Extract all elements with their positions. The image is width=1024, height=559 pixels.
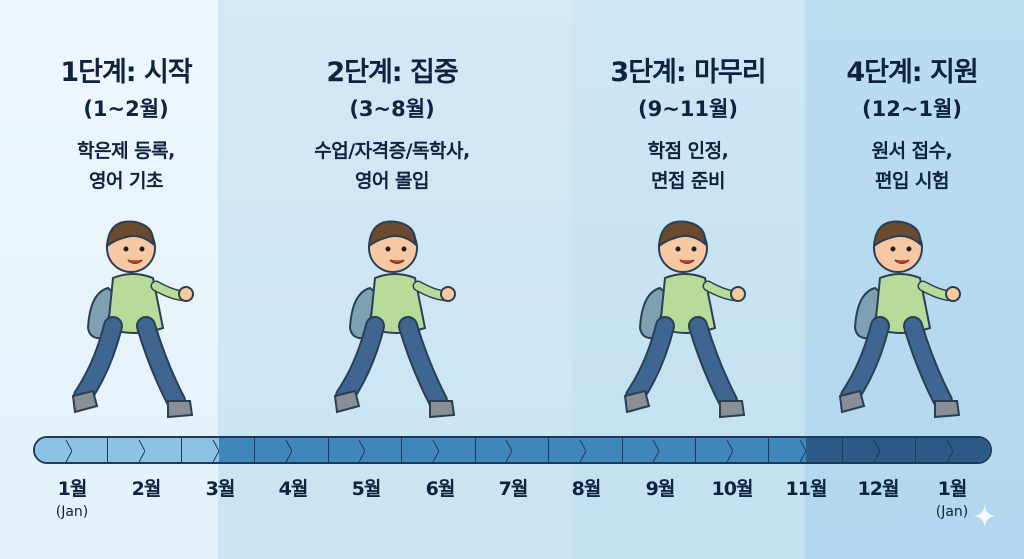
- timeline-segment: [952, 438, 990, 462]
- month-text: 11월: [785, 478, 828, 500]
- stage-desc: 영어 몰입: [354, 170, 430, 192]
- stage-range: (12~1월): [862, 97, 962, 121]
- timeline-segment: [842, 438, 881, 462]
- month-text: 4월: [278, 478, 309, 500]
- month-label: 12월: [857, 476, 900, 502]
- stage-2-text: 2단계: 집중 (3~8월) 수업/자격증/독학사, 영어 몰입: [314, 56, 470, 196]
- timeline-segment: [145, 438, 182, 462]
- month-text: 2월: [131, 478, 162, 500]
- stage-title: 2단계: 집중: [326, 57, 458, 88]
- month-text: 6월: [425, 478, 456, 500]
- stage-1-text: 1단계: 시작 (1~2월) 학은제 등록, 영어 기초: [60, 56, 192, 196]
- stage-3-text: 3단계: 마무리 (9~11월) 학점 인정, 면접 준비: [610, 56, 766, 196]
- stage-title: 3단계: 마무리: [610, 57, 766, 88]
- month-label: 7월: [498, 476, 529, 502]
- timeline-segment: [695, 438, 734, 462]
- timeline-segment: [255, 438, 293, 462]
- stage-range: (3~8월): [349, 97, 435, 121]
- month-text: 3월: [205, 478, 236, 500]
- timeline-segment: [35, 438, 73, 462]
- timeline-segment: [475, 438, 513, 462]
- timeline-segment: [549, 438, 587, 462]
- month-label: 6월: [425, 476, 456, 502]
- stage-desc: 면접 준비: [650, 170, 726, 192]
- timeline-segment: [806, 438, 843, 462]
- stage-desc: 학점 인정,: [647, 140, 729, 162]
- month-text: 7월: [498, 478, 529, 500]
- walking-student-icon: [835, 218, 965, 438]
- timeline-segment: [365, 438, 403, 462]
- stage-desc: 수업/자격증/독학사,: [314, 140, 470, 162]
- walking-student-icon: [620, 218, 750, 438]
- sparkle-icon: ✦: [972, 500, 998, 535]
- month-label: 3월: [205, 476, 236, 502]
- month-text: 1월: [937, 478, 968, 500]
- month-label: 1월 (Jan): [56, 476, 89, 522]
- timeline-segment: [769, 438, 807, 462]
- stage-1-panel: [0, 0, 218, 559]
- month-label: 8월: [571, 476, 602, 502]
- stage-desc: 영어 기초: [88, 170, 164, 192]
- stage-desc: 학은제 등록,: [77, 140, 175, 162]
- stage-desc: 편입 시험: [874, 170, 950, 192]
- timeline-segment: [108, 438, 146, 462]
- timeline-segment: [622, 438, 660, 462]
- stage-range: (9~11월): [638, 97, 738, 121]
- month-sub: (Jan): [55, 504, 89, 520]
- month-text: 1월: [57, 478, 88, 500]
- month-text: 5월: [351, 478, 382, 500]
- month-text: 9월: [645, 478, 676, 500]
- stage-range: (1~2월): [83, 97, 169, 121]
- timeline-segment: [328, 438, 367, 462]
- stage-title: 4단계: 지원: [846, 57, 978, 88]
- timeline-segment: [402, 438, 440, 462]
- month-text: 10월: [711, 478, 754, 500]
- month-label: 5월: [351, 476, 382, 502]
- timeline-segment: [292, 438, 329, 462]
- timeline-segment: [181, 438, 220, 462]
- timeline-segment: [512, 438, 550, 462]
- month-label: 10월: [711, 476, 754, 502]
- month-label: 2월: [131, 476, 162, 502]
- month-text: 12월: [857, 478, 900, 500]
- timeline-segment: [218, 438, 256, 462]
- month-label: 9월: [645, 476, 676, 502]
- walking-student-icon: [330, 218, 460, 438]
- timeline-segment: [732, 438, 770, 462]
- month-sub: (Jan): [935, 504, 969, 520]
- month-label: 11월: [785, 476, 828, 502]
- timeline-bar: [33, 436, 992, 464]
- month-label: 4월: [278, 476, 309, 502]
- stage-title: 1단계: 시작: [60, 57, 192, 88]
- month-text: 8월: [571, 478, 602, 500]
- stage-4-text: 4단계: 지원 (12~1월) 원서 접수, 편입 시험: [846, 56, 978, 196]
- timeline-segment: [71, 438, 109, 462]
- timeline-segment: [438, 438, 476, 462]
- timeline-segment: [879, 438, 917, 462]
- timeline-segment: [916, 438, 954, 462]
- timeline-segment: [659, 438, 696, 462]
- timeline-segment: [585, 438, 623, 462]
- walking-student-icon: [68, 218, 198, 438]
- stage-desc: 원서 접수,: [871, 140, 953, 162]
- month-label: 1월 (Jan): [936, 476, 969, 522]
